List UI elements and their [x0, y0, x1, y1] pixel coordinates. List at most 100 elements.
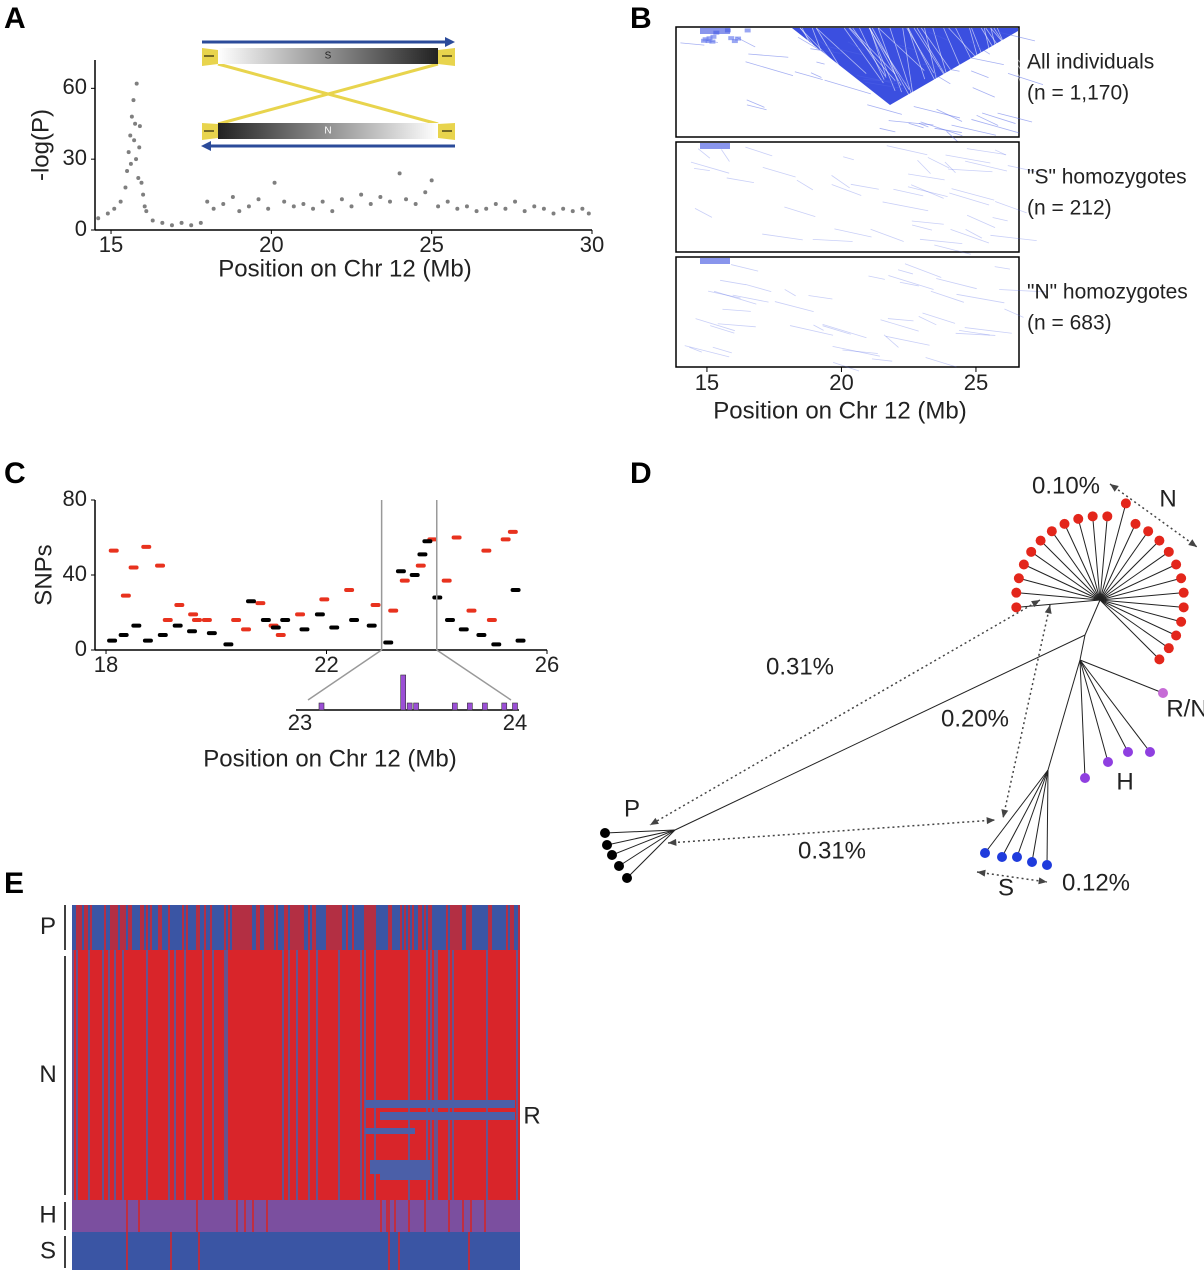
point — [476, 633, 487, 637]
haplotype-stripe — [470, 905, 472, 950]
x-tick-label: 15 — [695, 370, 719, 395]
point — [266, 206, 271, 211]
ld-texture — [812, 238, 853, 242]
branch — [604, 829, 676, 834]
point — [510, 588, 521, 592]
haplotype-stripe — [300, 905, 302, 950]
branch — [1099, 523, 1136, 601]
ld-texture — [910, 184, 944, 199]
ld-texture — [810, 72, 822, 78]
branch — [1001, 769, 1049, 858]
x-tick-label: 18 — [94, 652, 118, 677]
branch — [1079, 634, 1086, 661]
haplotype-stripe — [372, 905, 374, 950]
haplotype-stripe — [484, 1200, 486, 1232]
haplotype-stripe — [112, 905, 114, 950]
haplotype-stripe — [450, 905, 452, 950]
ld-texture — [849, 27, 896, 75]
y-axis-label: -log(P) — [27, 109, 54, 181]
ld-texture — [816, 27, 867, 74]
leaf — [1176, 616, 1187, 627]
haplotype-stripe — [90, 905, 92, 950]
point — [129, 114, 134, 119]
haplotype-stripe — [312, 905, 314, 950]
point — [118, 633, 129, 637]
ld-texture — [911, 220, 944, 225]
point — [221, 202, 226, 207]
haplotype-stripe — [404, 905, 406, 950]
point — [299, 627, 310, 632]
haplotype-stripe — [284, 905, 286, 950]
ld-texture — [869, 27, 896, 91]
ld-texture — [871, 358, 893, 362]
arrow-head — [1031, 600, 1040, 608]
point — [150, 218, 155, 223]
ld-texture — [976, 114, 999, 126]
point — [123, 185, 128, 190]
haplotype-stripe — [126, 1200, 128, 1232]
leaf — [1046, 526, 1057, 537]
point — [105, 211, 110, 216]
clade-label: N — [1159, 485, 1176, 512]
point — [172, 623, 183, 628]
point — [237, 209, 242, 214]
ld-texture — [968, 57, 1004, 66]
ld-texture — [907, 186, 948, 198]
y-tick-label: 60 — [63, 74, 87, 99]
haplotype-stripe — [364, 950, 366, 1200]
haplotype-stripe — [452, 950, 454, 1200]
haplotype-stripe — [374, 950, 376, 1200]
leaf — [1178, 602, 1189, 613]
ld-texture — [904, 263, 942, 278]
haplotype-stripe — [386, 1200, 388, 1232]
leaf — [614, 861, 624, 871]
point — [370, 603, 381, 607]
ld-texture — [694, 208, 713, 218]
haplotype-stripe — [486, 950, 488, 1200]
haplotype-stripe — [234, 905, 236, 950]
inset-bar — [482, 702, 488, 711]
leaf — [602, 840, 612, 850]
haplotype-stripe — [314, 905, 316, 950]
distance-label: 0.31% — [766, 653, 834, 680]
ld-texture — [994, 266, 1011, 270]
point — [515, 638, 526, 643]
arrow-head — [1001, 809, 1009, 818]
haplotype-stripe — [400, 905, 402, 950]
point — [108, 548, 119, 553]
ld-texture — [971, 119, 1020, 134]
haplotype-stripe — [150, 905, 152, 950]
ld-texture — [918, 122, 929, 128]
ld-texture — [920, 121, 963, 137]
haplotype-stripe — [388, 1200, 390, 1232]
ld-texture — [843, 156, 854, 161]
haplotype-stripe — [126, 1232, 128, 1270]
point — [125, 168, 130, 173]
ld-texture — [920, 27, 969, 95]
haplotype-stripe — [296, 905, 298, 950]
point — [260, 618, 271, 622]
ld-texture — [868, 275, 885, 280]
ld-texture — [700, 143, 730, 149]
haplotype-stripe — [160, 905, 162, 950]
haplotype-stripe — [248, 905, 250, 950]
haplotype-stripe — [78, 905, 80, 950]
ld-texture — [697, 148, 711, 159]
point — [107, 638, 118, 643]
ld-texture — [871, 27, 910, 95]
ld-texture — [735, 36, 742, 41]
ld-texture — [948, 27, 987, 69]
inset-bar — [413, 702, 419, 711]
ld-texture — [971, 27, 992, 79]
ld-texture — [850, 183, 879, 190]
haplotype-stripe — [374, 905, 376, 950]
haplotype-stripe — [242, 905, 244, 950]
haplotype-stripe — [506, 905, 508, 950]
branch — [1099, 564, 1177, 601]
haplotype-stripe — [420, 905, 422, 950]
haplotype-stripe — [236, 1200, 238, 1232]
ld-texture — [956, 293, 1005, 304]
haplotype-stripe — [346, 905, 348, 950]
haplotype-stripe — [268, 905, 270, 950]
haplotype-stripe — [198, 905, 200, 950]
